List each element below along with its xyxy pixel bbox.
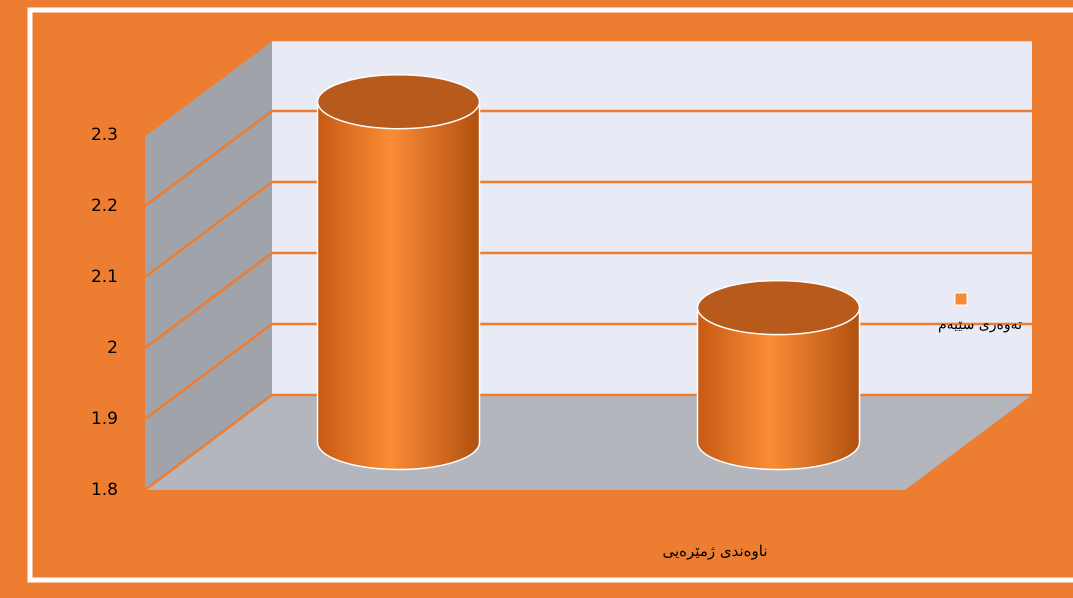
bar-part xyxy=(316,73,481,130)
x-axis-label: ناوەندی ژمێرەیی xyxy=(662,542,767,560)
legend-label: تەوەری سێیەم xyxy=(938,317,1022,333)
side-wall xyxy=(145,40,272,490)
grid-line xyxy=(144,38,273,137)
y-tick-label: 2.1 xyxy=(91,267,118,287)
y-tick-label: 1.8 xyxy=(91,480,118,500)
bar xyxy=(316,73,481,471)
y-tick-label: 2.2 xyxy=(91,196,118,216)
y-tick-label: 2 xyxy=(107,338,118,358)
legend-swatch xyxy=(954,292,968,306)
bar-part xyxy=(696,306,861,471)
grid-line xyxy=(144,180,273,279)
grid-line xyxy=(144,251,273,350)
bar-part xyxy=(696,279,861,336)
bar-part xyxy=(316,100,481,471)
y-tick-label: 1.9 xyxy=(91,409,118,429)
y-tick-label: 2.3 xyxy=(91,125,118,145)
grid-line xyxy=(144,393,273,492)
bar xyxy=(696,279,861,471)
grid-line xyxy=(144,109,273,208)
floor xyxy=(145,395,1032,490)
grid-line xyxy=(144,322,273,421)
